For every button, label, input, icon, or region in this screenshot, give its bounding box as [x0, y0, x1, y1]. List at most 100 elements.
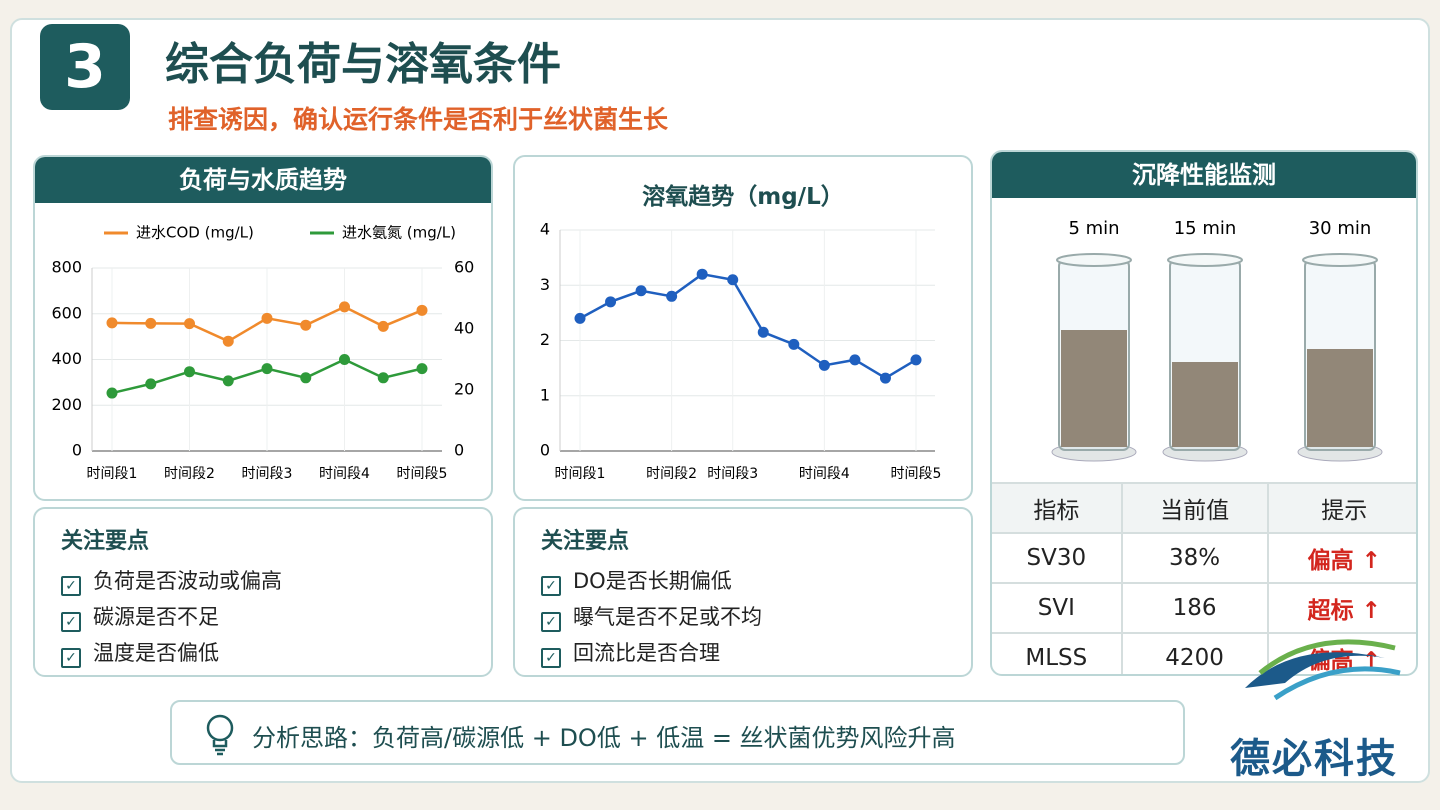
notes-list: 负荷是否波动或偏高 碳源是否不足 温度是否偏低 [61, 563, 282, 671]
data-point [377, 372, 389, 384]
data-point [106, 317, 118, 329]
cylinders: 5 min 15 min 30 min [1051, 218, 1383, 462]
chart-title: 负荷与水质趋势 [35, 157, 491, 203]
x-tick-label: 时间段3 [242, 466, 293, 482]
data-point [635, 285, 647, 297]
note-item: 曝气是否不足或不均 [541, 599, 762, 635]
table-cell: 偏高 ↑ [1266, 532, 1416, 583]
data-point [300, 372, 312, 384]
data-point [910, 354, 922, 366]
series-line [579, 272, 917, 380]
section-number: 3 [40, 24, 130, 110]
y-tick-label: 0 [72, 441, 82, 460]
y-tick-label: 1 [540, 385, 550, 404]
note-item: 回流比是否合理 [541, 635, 762, 671]
data-point [696, 268, 708, 280]
chart-title: 溶氧趋势（mg/L） [642, 184, 844, 210]
cylinder: 30 min [1297, 218, 1383, 462]
data-point [222, 335, 234, 347]
notes-card: 关注要点 负荷是否波动或偏高 碳源是否不足 温度是否偏低 [33, 507, 493, 677]
cylinder: 5 min [1051, 218, 1137, 462]
cylinder-label: 30 min [1309, 218, 1372, 239]
table-cell: SVI [992, 582, 1122, 633]
logo-text: 德必科技 [1230, 736, 1398, 782]
notes-title: 关注要点 [541, 529, 630, 554]
data-point [222, 375, 234, 387]
data-point [145, 317, 157, 329]
notes-title: 关注要点 [61, 529, 150, 554]
data-point [339, 354, 350, 365]
notes-card: 关注要点 DO是否长期偏低 曝气是否不足或不均 回流比是否合理 [513, 507, 973, 677]
data-point [261, 363, 273, 375]
y-tick-label: 2 [540, 330, 550, 349]
x-tick-label: 时间段4 [799, 466, 850, 482]
bulb-icon [206, 714, 234, 756]
analysis-bar: 分析思路：负荷高/碳源低 + DO低 + 低温 = 丝状菌优势风险升高 [170, 700, 1185, 765]
data-point [377, 320, 389, 332]
x-tick-label: 时间段5 [891, 466, 942, 482]
data-point [184, 318, 195, 330]
data-point [339, 301, 350, 313]
data-point [574, 312, 586, 324]
legend-label: 进水氨氮 (mg/L) [342, 224, 456, 242]
x-tick-label: 时间段2 [646, 466, 697, 482]
y-tick-label: 200 [51, 395, 82, 414]
y-tick-label: 600 [51, 303, 82, 322]
cylinder-label: 15 min [1174, 218, 1237, 239]
settling-card: 沉降性能监测 5 min 15 min 30 min 指标 当前值 提示 [990, 150, 1418, 676]
y-tick-label: 4 [540, 220, 550, 239]
settling-table: 指标 当前值 提示 SV30 38% 偏高 ↑ SVI 186 超标 ↑ MLS… [992, 482, 1416, 674]
page-subtitle: 排查诱因，确认运行条件是否利于丝状菌生长 [168, 105, 669, 134]
data-point [416, 363, 428, 375]
x-tick-label: 时间段4 [319, 466, 370, 482]
x-tick-label: 时间段5 [397, 466, 448, 482]
y2-tick-label: 20 [454, 380, 474, 399]
y-tick-label: 400 [51, 349, 82, 368]
data-point [788, 338, 800, 350]
x-tick-label: 时间段2 [164, 466, 215, 482]
note-item: 温度是否偏低 [61, 635, 282, 671]
data-point [666, 290, 678, 302]
data-point [416, 304, 428, 316]
y-tick-label: 800 [51, 258, 82, 277]
x-tick-label: 时间段3 [707, 466, 758, 482]
data-point [145, 378, 157, 390]
data-point [879, 372, 891, 384]
note-item: 负荷是否波动或偏高 [61, 563, 282, 599]
table-cell: 38% [1120, 532, 1268, 583]
cylinder: 15 min [1162, 218, 1248, 462]
y2-tick-label: 0 [454, 441, 464, 460]
legend-label: 进水COD (mg/L) [136, 224, 254, 242]
data-point [757, 326, 769, 338]
table-cell: 186 [1120, 582, 1268, 633]
data-point [261, 312, 273, 324]
analysis-text: 分析思路：负荷高/碳源低 + DO低 + 低温 = 丝状菌优势风险升高 [252, 724, 956, 752]
table-header: 当前值 [1120, 482, 1268, 533]
cylinder-label: 5 min [1068, 218, 1119, 239]
y2-tick-label: 40 [454, 319, 474, 338]
x-tick-label: 时间段1 [555, 466, 606, 482]
table-cell: MLSS [992, 632, 1122, 674]
note-item: 碳源是否不足 [61, 599, 282, 635]
data-point [106, 387, 118, 399]
data-point [849, 354, 861, 366]
notes-list: DO是否长期偏低 曝气是否不足或不均 回流比是否合理 [541, 563, 762, 671]
data-point [184, 366, 195, 378]
table-header: 提示 [1266, 482, 1416, 533]
x-tick-label: 时间段1 [87, 466, 138, 482]
note-item: DO是否长期偏低 [541, 563, 762, 599]
y-tick-label: 0 [540, 441, 550, 460]
table-cell: SV30 [992, 532, 1122, 583]
table-cell: 超标 ↑ [1266, 582, 1416, 633]
data-point [818, 359, 830, 371]
data-point [605, 296, 617, 308]
settling-title: 沉降性能监测 [992, 152, 1416, 198]
chart-card: 溶氧趋势（mg/L） [513, 155, 973, 501]
y-tick-label: 3 [540, 275, 550, 294]
data-point [727, 274, 739, 286]
table-cell: 4200 [1120, 632, 1268, 674]
y2-tick-label: 60 [454, 258, 474, 277]
page-title: 综合负荷与溶氧条件 [165, 39, 561, 90]
